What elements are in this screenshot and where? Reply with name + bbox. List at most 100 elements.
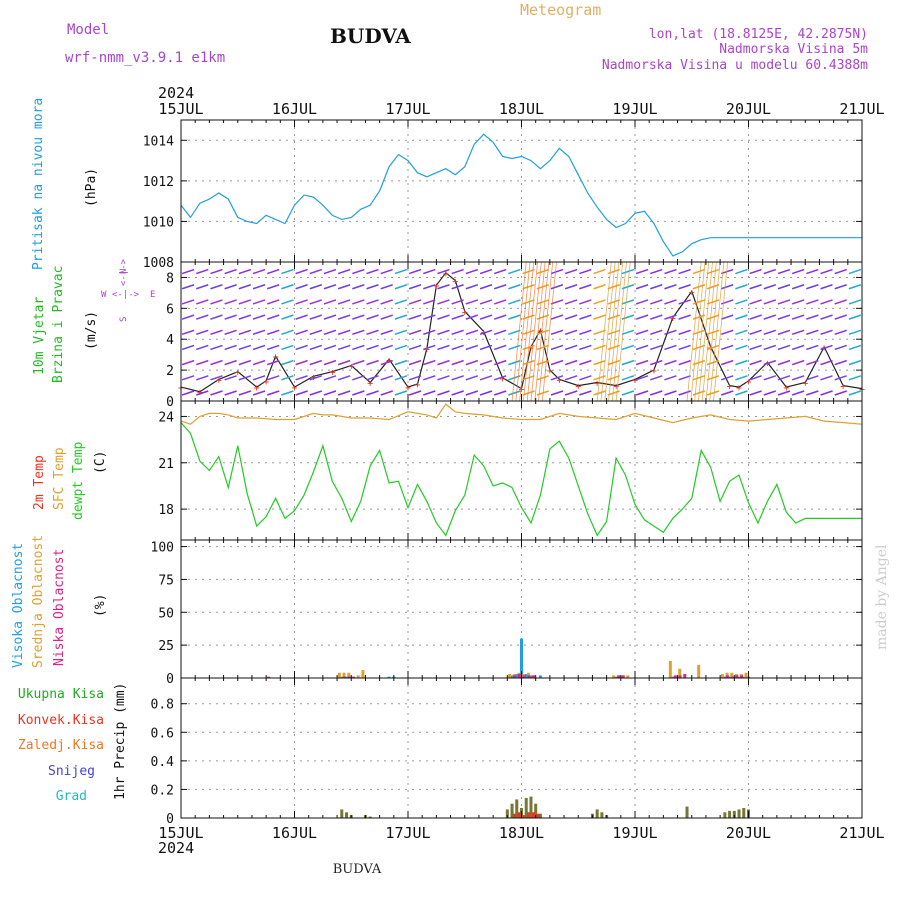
wind-arrow xyxy=(196,344,209,351)
cloud_cover-bar xyxy=(524,674,528,678)
wind-arrow xyxy=(664,284,677,290)
cloud_cover-bar xyxy=(673,675,677,678)
wind-arrow xyxy=(224,390,237,396)
wind-burst-stroke xyxy=(600,261,616,402)
precipitation-bar xyxy=(527,812,531,818)
wind-arrow xyxy=(550,375,564,381)
wind-speed-point: + xyxy=(613,382,619,393)
wind-arrow xyxy=(664,359,677,366)
wind-arrow xyxy=(423,390,436,396)
cloud_cover-bar xyxy=(361,670,365,678)
wind-arrow xyxy=(238,314,252,320)
wind-arrow xyxy=(593,314,606,320)
precipitation-bar xyxy=(531,812,535,818)
wind-arrow xyxy=(749,299,762,305)
wind-arrow xyxy=(493,344,507,351)
wind-speed-point: + xyxy=(689,287,695,298)
wind-arrow xyxy=(380,329,393,336)
wind-arrow xyxy=(423,268,436,275)
wind-arrow xyxy=(791,359,805,366)
wind-arrow xyxy=(692,329,706,336)
wind-arrow xyxy=(692,268,706,275)
wind-arrow xyxy=(579,359,592,366)
wind-arrow xyxy=(579,390,592,396)
wind-arrow xyxy=(706,390,720,396)
wind-arrow xyxy=(564,329,578,336)
wind-arrow xyxy=(337,390,351,396)
cloud_cover-bar xyxy=(612,675,616,678)
wind-label-1: 10m Vjetar xyxy=(32,297,47,375)
wind-arrow xyxy=(366,375,379,381)
wind-arrow xyxy=(281,375,294,381)
wind-burst-stroke xyxy=(534,261,550,402)
wind-arrow xyxy=(678,390,691,396)
wind-speed-point: + xyxy=(547,366,553,377)
wind-speed-point: + xyxy=(462,307,468,318)
precipitation-bar xyxy=(538,813,542,818)
wind-arrow xyxy=(252,284,266,290)
wind-arrow xyxy=(380,268,393,275)
wind-arrow xyxy=(763,390,777,396)
wind-arrow xyxy=(309,284,323,290)
wind-arrow xyxy=(423,359,436,366)
wind-arrow xyxy=(720,314,734,320)
wind-arrow xyxy=(479,299,493,305)
wind-arrow xyxy=(210,359,223,366)
wind-arrow xyxy=(210,314,223,320)
wind-arrow xyxy=(820,375,833,381)
wind-arrow xyxy=(252,375,266,381)
wind-arrow xyxy=(181,390,195,396)
wind-arrow xyxy=(820,329,833,336)
wind-arrow xyxy=(706,359,720,366)
wind-arrow xyxy=(323,268,337,275)
wind-arrow xyxy=(479,329,493,336)
wind-arrow xyxy=(196,268,209,275)
precipitation-bar xyxy=(340,809,344,818)
wind-arrow xyxy=(806,299,819,305)
y-tick-label: 4 xyxy=(166,333,174,348)
wind-arrow xyxy=(579,284,592,290)
wind-arrow xyxy=(777,390,791,396)
wind-arrow xyxy=(437,268,450,275)
wind-arrow xyxy=(564,375,578,381)
wind-arrow xyxy=(735,299,748,305)
wind-arrow xyxy=(806,359,819,366)
wind-arrow xyxy=(352,284,365,290)
dewpt-label: dewpt Temp xyxy=(71,442,86,520)
compass-s: S xyxy=(119,317,129,322)
wind-burst-stroke xyxy=(713,261,729,402)
cloud_cover-bar xyxy=(347,676,351,678)
wind-speed-point: + xyxy=(424,344,430,355)
cloud_cover-bar xyxy=(513,675,517,678)
grid-layer xyxy=(181,120,862,818)
wind-arrow xyxy=(720,359,734,366)
wind-arrow xyxy=(635,284,649,290)
ticks-layer: 100810101012101402468182124025507510000.… xyxy=(143,100,885,842)
wind-speed-point: + xyxy=(348,361,354,372)
wind-speed-point: + xyxy=(736,383,742,394)
wind-arrow xyxy=(224,344,237,351)
cloud_cover-bar xyxy=(538,675,542,678)
cloud-mid-label: Srednja Oblacnost xyxy=(31,535,46,668)
wind-arrow xyxy=(522,359,535,366)
precipitation-bar xyxy=(534,803,538,818)
wind-arrow xyxy=(266,284,280,290)
wind-arrow xyxy=(692,375,706,381)
x-tick-label-top: 20JUL xyxy=(726,100,771,118)
wind-arrow xyxy=(650,375,663,381)
lonlat-text: lon,lat (18.8125E, 42.2875N) xyxy=(649,27,868,42)
wind-arrow xyxy=(678,375,691,381)
wind-arrow xyxy=(394,314,408,320)
wind-arrow xyxy=(735,268,748,275)
wind-arrow xyxy=(465,299,479,305)
wind-arrow xyxy=(337,314,351,320)
wind-arrow xyxy=(493,314,507,320)
wind-arrow xyxy=(309,299,323,305)
wind-arrow xyxy=(309,268,323,275)
wind-arrow xyxy=(848,299,862,305)
wind-arrow xyxy=(465,329,479,336)
wind-arrow xyxy=(749,284,762,290)
wind-arrow xyxy=(323,375,337,381)
wind-arrow xyxy=(181,284,195,290)
wind-arrow xyxy=(749,268,762,275)
